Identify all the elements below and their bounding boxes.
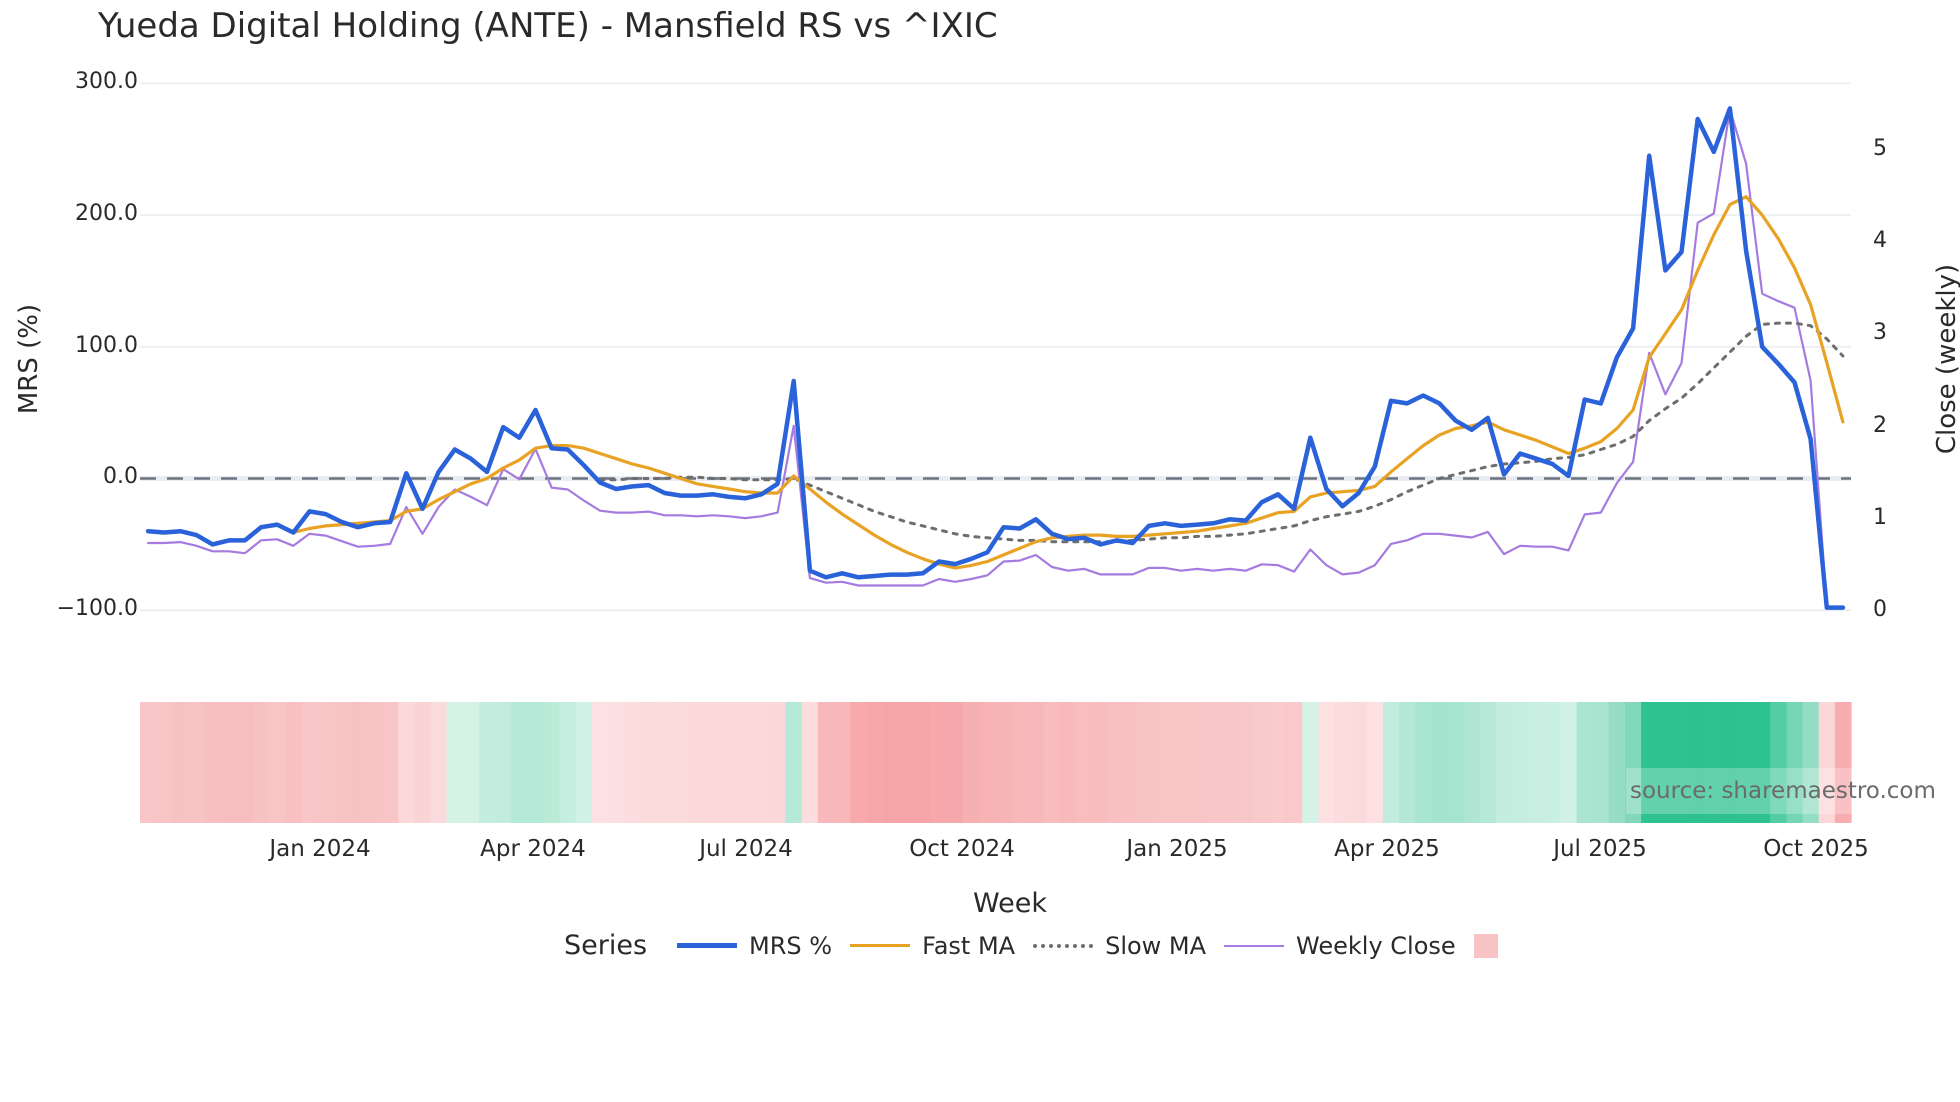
x-tick: Jan 2025: [1126, 836, 1228, 862]
y-left-tick: 0.0: [103, 464, 138, 489]
y-left-tick: 200.0: [75, 201, 138, 226]
legend: Series MRS % Fast MA Slow MA Weekly Clos…: [564, 930, 1516, 961]
y-left-tick: −100.0: [56, 596, 138, 621]
legend-heatmap-swatch-icon: [1473, 933, 1498, 958]
y-right-tick: 0: [1873, 597, 1887, 622]
legend-line-mrs-icon: [677, 943, 738, 948]
gridlines: [140, 82, 1851, 612]
y-right-tick: 5: [1873, 136, 1887, 161]
y-right-axis-label: Close (weekly): [1932, 263, 1960, 455]
x-tick: Oct 2025: [1763, 836, 1869, 862]
legend-label: MRS %: [749, 931, 833, 960]
x-tick: Jul 2025: [1553, 836, 1647, 862]
y-right-tick: 1: [1873, 505, 1887, 530]
legend-item-slow-ma[interactable]: Slow MA: [1033, 932, 1206, 960]
y-right-tick: 4: [1873, 228, 1887, 253]
regime-heatmap: [140, 702, 1852, 823]
x-tick: Jan 2024: [269, 836, 371, 862]
y-right-tick: 2: [1873, 413, 1887, 438]
x-tick: Jul 2024: [699, 836, 793, 862]
chart-title: Yueda Digital Holding (ANTE) - Mansfield…: [98, 6, 998, 46]
y-right-tick: 3: [1873, 320, 1887, 345]
legend-title: Series: [564, 930, 648, 961]
legend-item-weekly-close[interactable]: Weekly Close: [1224, 932, 1456, 960]
x-axis-label: Week: [973, 888, 1047, 919]
legend-item-mrs[interactable]: MRS %: [677, 932, 832, 960]
y-left-tick: 100.0: [75, 333, 138, 358]
legend-label: Fast MA: [922, 931, 1016, 960]
legend-item-regime[interactable]: [1473, 933, 1498, 958]
legend-line-slow-ma-icon: [1033, 943, 1094, 948]
legend-line-fast-ma-icon: [850, 944, 911, 947]
legend-item-fast-ma[interactable]: Fast MA: [850, 932, 1015, 960]
x-tick: Apr 2025: [1334, 836, 1440, 862]
legend-label: Weekly Close: [1296, 931, 1456, 960]
y-left-tick: 300.0: [75, 69, 138, 94]
legend-line-weekly-close-icon: [1224, 944, 1285, 947]
y-left-axis-label: MRS (%): [14, 303, 45, 415]
x-tick: Oct 2024: [909, 836, 1015, 862]
legend-label: Slow MA: [1105, 931, 1207, 960]
x-tick: Apr 2024: [480, 836, 586, 862]
source-watermark: source: sharemaestro.com: [1626, 768, 1940, 814]
series-lines: [145, 106, 1846, 610]
